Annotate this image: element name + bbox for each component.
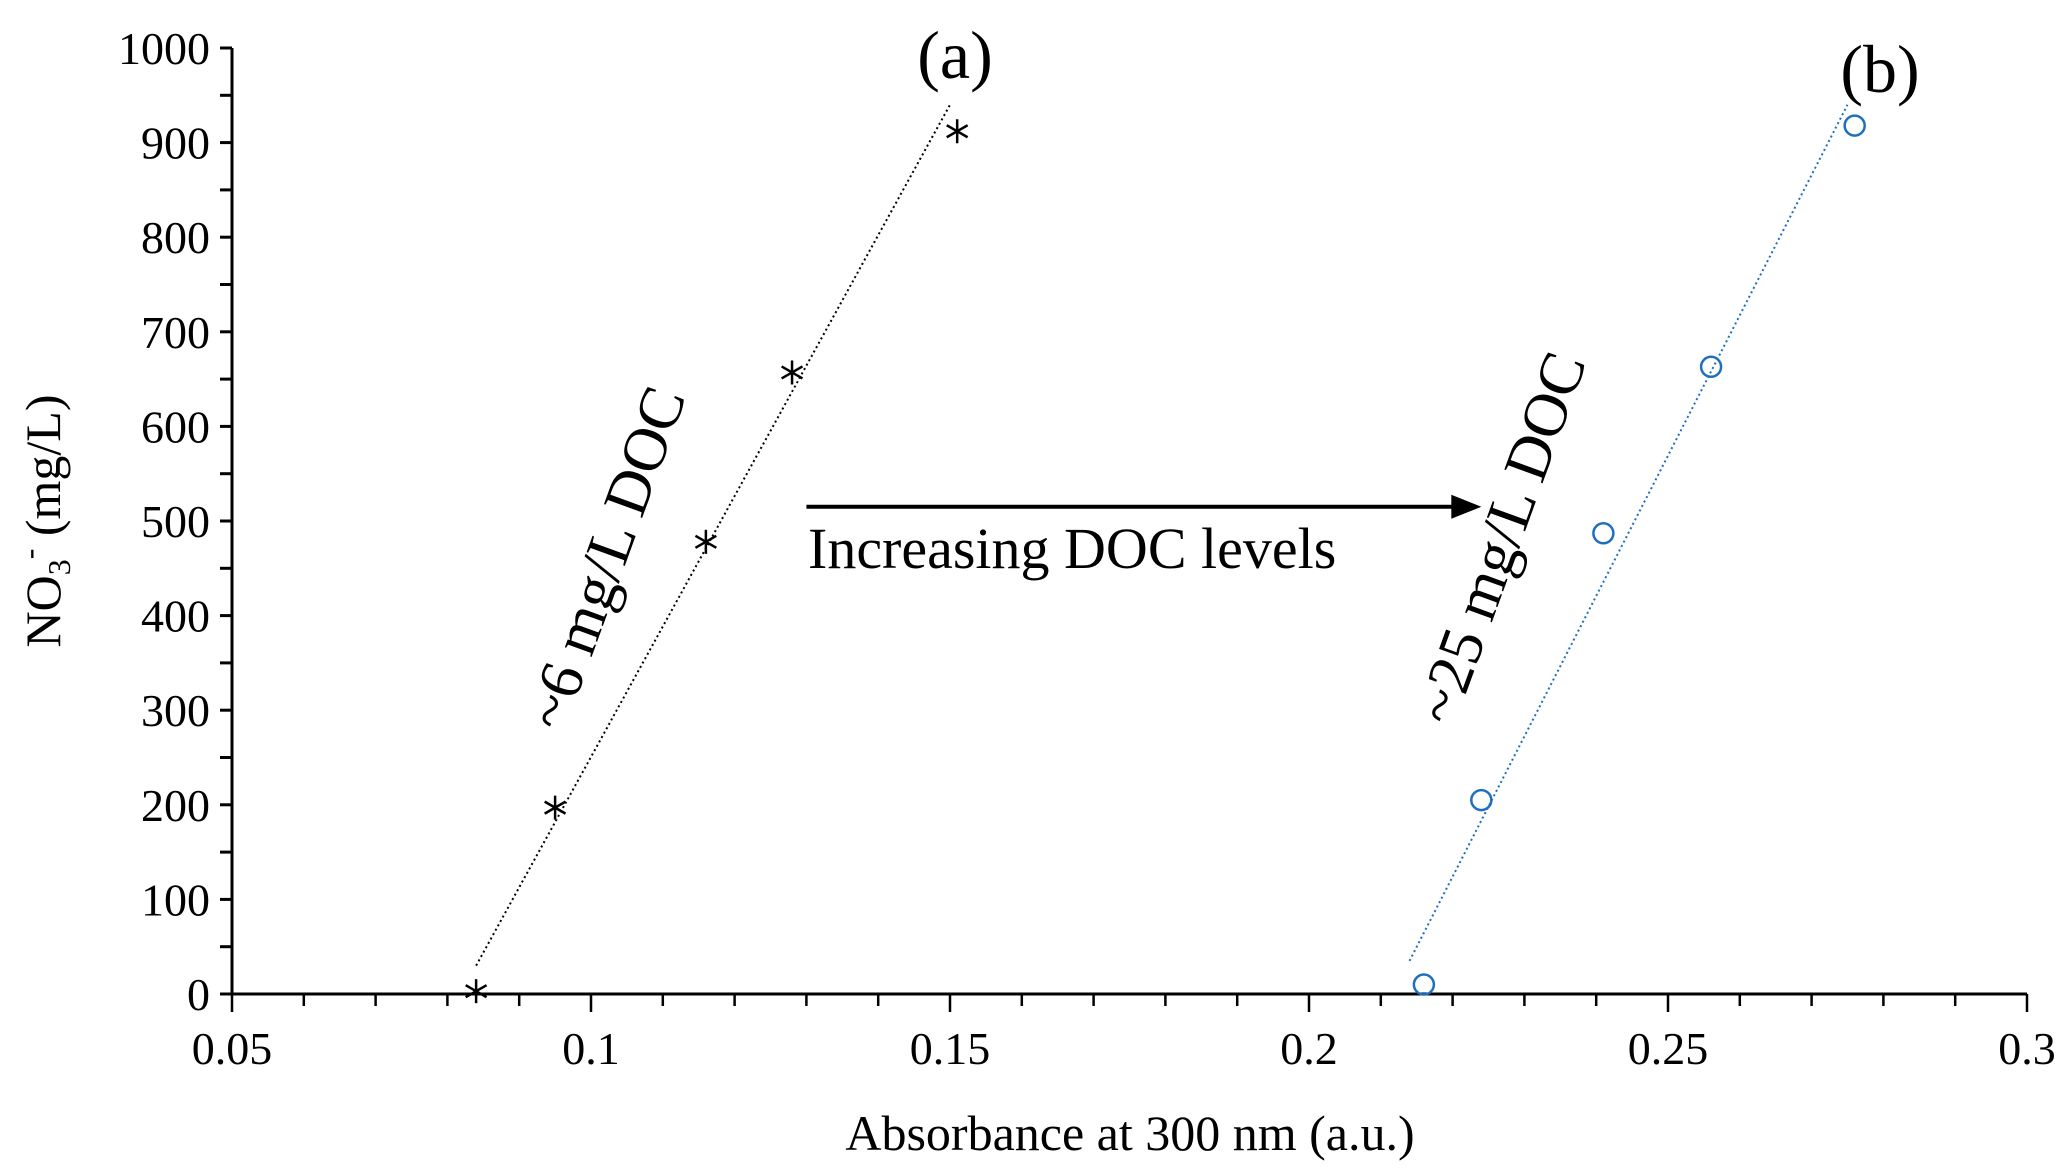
asterisk-stroke	[544, 800, 567, 815]
axes: 0 100 200 300 400 500 600 700 800 900 1000 0.05 0.1 0…	[118, 23, 2056, 1074]
annotation-text: Increasing DOC levels	[808, 516, 1336, 581]
series-a-tag: (a)	[917, 17, 992, 93]
data-point	[1470, 788, 1493, 812]
data-point	[1699, 355, 1723, 379]
data-point	[544, 795, 567, 820]
arrow-head-icon	[1451, 494, 1482, 519]
asterisk-stroke	[694, 534, 717, 549]
y-tick-label: 400	[141, 591, 210, 642]
y-tick-label: 800	[141, 212, 210, 263]
x-tick-label: 0.25	[1628, 1023, 1709, 1074]
y-tick-label: 100	[141, 874, 210, 925]
y-tick-label: 500	[141, 496, 210, 547]
x-tick-label: 0.1	[562, 1023, 620, 1074]
y-tick-label: 0	[187, 969, 210, 1020]
x-tick-label: 0.3	[1998, 1023, 2056, 1074]
data-point	[465, 979, 488, 1004]
data-point	[946, 119, 969, 144]
y-axis-label: NO3- (mg/L)	[11, 394, 77, 647]
marks	[465, 104, 1866, 1004]
y-tick-label: 900	[141, 118, 210, 169]
series-a-label: ~6 mg/L DOC	[513, 378, 700, 738]
x-tick-label: 0.15	[910, 1023, 991, 1074]
series-b-tag: (b)	[1840, 31, 1919, 107]
x-axis-label: Absorbance at 300 nm (a.u.)	[845, 1105, 1414, 1161]
data-point	[780, 360, 804, 385]
y-tick-label: 1000	[118, 23, 210, 74]
trendline-a	[475, 104, 951, 967]
asterisk-stroke	[465, 984, 488, 999]
data-point	[1592, 522, 1615, 545]
x-tick-label: 0.2	[1280, 1023, 1338, 1074]
data-point	[1843, 114, 1866, 137]
asterisk-stroke	[946, 124, 969, 139]
y-tick-label: 600	[141, 401, 210, 452]
asterisk-stroke	[780, 365, 804, 380]
y-tick-label: 300	[141, 685, 210, 736]
data-point	[694, 529, 717, 554]
data-point	[1412, 973, 1436, 996]
x-tick-label: 0.05	[192, 1023, 273, 1074]
series-b-label: ~25 mg/L DOC	[1403, 344, 1600, 733]
trendline-b	[1408, 104, 1849, 962]
y-tick-label: 700	[141, 307, 210, 358]
y-tick-label: 200	[141, 780, 210, 831]
